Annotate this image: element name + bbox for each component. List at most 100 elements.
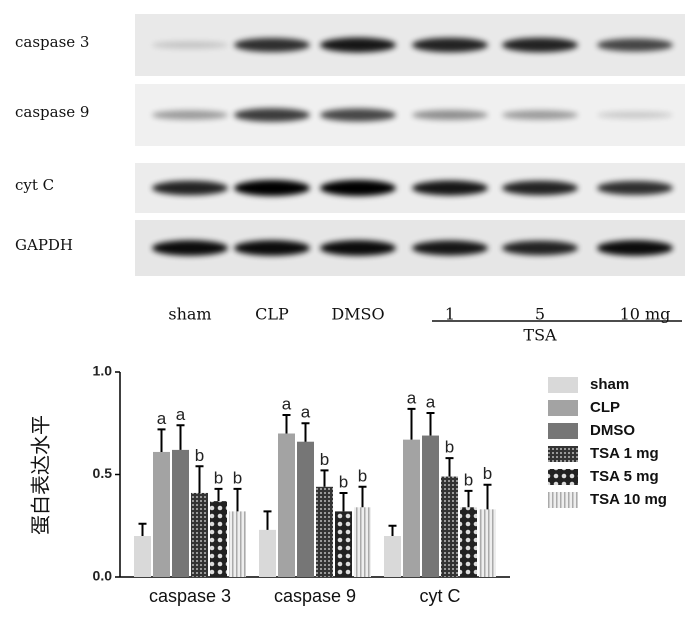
bar bbox=[210, 501, 227, 577]
blot-band bbox=[412, 37, 488, 53]
blot-row-label: caspase 3 bbox=[15, 33, 89, 51]
blot-band bbox=[234, 240, 310, 256]
blot-band bbox=[502, 180, 578, 196]
bar bbox=[172, 449, 189, 577]
lane-label: sham bbox=[168, 305, 211, 324]
error-bar bbox=[407, 407, 416, 440]
bar bbox=[259, 529, 276, 577]
bar bbox=[460, 507, 477, 577]
significance-label: b bbox=[195, 446, 204, 465]
bar bbox=[441, 476, 458, 577]
legend-label: sham bbox=[590, 376, 629, 393]
error-bar bbox=[320, 469, 329, 487]
blot-band bbox=[152, 240, 228, 256]
significance-label: a bbox=[282, 395, 292, 414]
blot-band bbox=[152, 110, 228, 120]
error-bar bbox=[339, 491, 348, 512]
blot-band bbox=[234, 180, 310, 196]
significance-label: b bbox=[445, 438, 454, 457]
bar bbox=[134, 536, 151, 577]
error-bar bbox=[176, 424, 185, 450]
error-bar bbox=[214, 487, 223, 502]
error-bar bbox=[263, 510, 272, 530]
bar bbox=[297, 441, 314, 577]
blot-band bbox=[320, 37, 396, 53]
legend-swatch bbox=[548, 423, 578, 439]
error-bar bbox=[426, 412, 435, 436]
blot-band bbox=[502, 37, 578, 53]
blot-band bbox=[320, 240, 396, 256]
bar bbox=[316, 486, 333, 577]
error-bar bbox=[301, 422, 310, 442]
blot-band bbox=[597, 38, 673, 52]
blot-band bbox=[597, 240, 673, 256]
legend-label: TSA 10 mg bbox=[590, 491, 667, 508]
bar bbox=[335, 511, 352, 577]
x-tick-label: caspase 3 bbox=[149, 586, 231, 606]
legend-label: TSA 5 mg bbox=[590, 468, 659, 485]
significance-label: a bbox=[407, 388, 417, 407]
blot-band bbox=[502, 110, 578, 120]
legend-swatch bbox=[548, 492, 578, 508]
error-bar bbox=[282, 414, 291, 434]
y-tick-label: 1.0 bbox=[93, 363, 113, 379]
bar bbox=[384, 536, 401, 577]
bar bbox=[229, 511, 246, 577]
blot-band bbox=[412, 240, 488, 256]
bar bbox=[403, 439, 420, 577]
legend-swatch bbox=[548, 400, 578, 416]
error-bar bbox=[195, 465, 204, 493]
blot-band bbox=[234, 38, 310, 52]
bar bbox=[479, 509, 496, 577]
legend-label: DMSO bbox=[590, 422, 635, 439]
blot-band bbox=[320, 108, 396, 122]
legend-swatch bbox=[548, 377, 578, 393]
significance-label: b bbox=[358, 466, 367, 485]
y-tick-label: 0.5 bbox=[93, 465, 113, 481]
error-bar bbox=[233, 487, 242, 512]
legend-swatch bbox=[548, 469, 578, 485]
lane-label: 1 bbox=[445, 305, 455, 324]
blot-row-label: caspase 9 bbox=[15, 103, 89, 121]
blot-band bbox=[597, 181, 673, 195]
y-tick-label: 0.0 bbox=[93, 568, 113, 584]
lane-label: DMSO bbox=[331, 305, 384, 324]
y-axis-label: 蛋白表达水平 bbox=[29, 415, 52, 535]
significance-label: b bbox=[320, 450, 329, 469]
bar bbox=[422, 435, 439, 577]
x-tick-label: cyt C bbox=[419, 586, 460, 606]
x-tick-label: caspase 9 bbox=[274, 586, 356, 606]
lane-label: 10 mg bbox=[620, 305, 671, 324]
lane-label: CLP bbox=[255, 305, 289, 324]
significance-label: b bbox=[483, 464, 492, 483]
significance-label: b bbox=[339, 472, 348, 491]
significance-label: b bbox=[464, 470, 473, 489]
error-bar bbox=[358, 485, 367, 508]
significance-label: a bbox=[157, 409, 167, 428]
bar bbox=[191, 492, 208, 577]
legend-label: TSA 1 mg bbox=[590, 445, 659, 462]
error-bar bbox=[157, 428, 166, 452]
significance-label: b bbox=[233, 468, 242, 487]
lane-label: 5 bbox=[535, 305, 545, 324]
blot-band bbox=[412, 110, 488, 120]
blot-band bbox=[320, 180, 396, 196]
legend-swatch bbox=[548, 446, 578, 462]
error-bar bbox=[445, 457, 454, 477]
blot-band bbox=[152, 180, 228, 196]
bar bbox=[278, 433, 295, 577]
blot-row-label: cyt C bbox=[15, 176, 54, 194]
blot-band bbox=[412, 180, 488, 196]
significance-label: a bbox=[176, 405, 186, 424]
blot-band bbox=[502, 240, 578, 256]
blot-row-label: GAPDH bbox=[15, 236, 73, 254]
bar bbox=[354, 507, 371, 577]
error-bar bbox=[483, 483, 492, 510]
error-bar bbox=[464, 489, 473, 508]
error-bar bbox=[138, 522, 147, 536]
blot-band bbox=[152, 41, 228, 49]
legend-label: CLP bbox=[590, 399, 620, 416]
bar bbox=[153, 451, 170, 577]
significance-label: a bbox=[301, 403, 311, 422]
